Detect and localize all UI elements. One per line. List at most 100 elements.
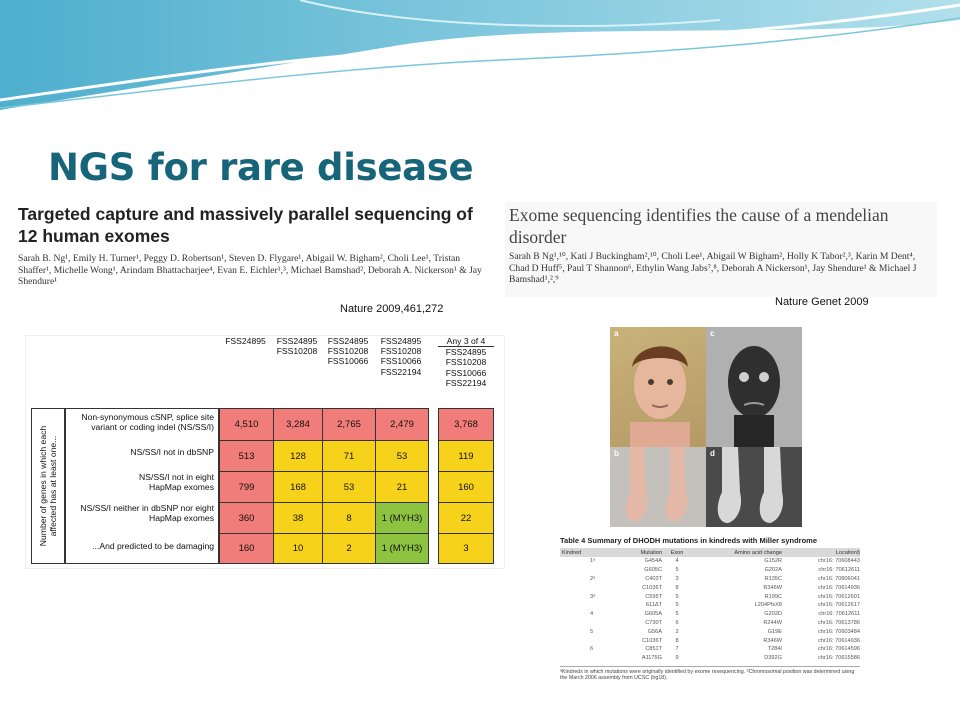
table-cell: chr16: 70603484 — [818, 628, 860, 635]
table-cell: 1ᵃ — [590, 558, 596, 565]
table-cell: G202D — [764, 611, 782, 618]
table-cell: 3 — [675, 575, 679, 582]
table-cell: R244W — [763, 619, 782, 626]
table-cell: C1036T — [642, 584, 662, 591]
table-cell: R346W — [763, 637, 782, 644]
table-cell: R135C — [764, 575, 782, 582]
table-cell: G454A — [644, 558, 662, 565]
patient-photos: a c b d — [610, 327, 802, 527]
row-label-2: NS/SS/I not in dbSNP — [130, 447, 214, 457]
table-cell: G605C — [644, 567, 662, 574]
col-header-any: Any 3 of 4 FSS24895 FSS10208 FSS10066 FSS22… — [438, 336, 494, 406]
table4-title: Table 4 Summary of DHODH mutations in ki… — [560, 536, 817, 545]
table-cell: 611ΔT — [645, 602, 662, 609]
table-cell: 3ᵃ — [590, 593, 596, 600]
photo-label-d: d — [710, 449, 715, 458]
table-cell: 4 — [675, 558, 679, 565]
t4-head-mutation: Mutation — [640, 549, 662, 556]
table-cell: C851T — [645, 646, 662, 653]
table-cell: chr16: 70613786 — [818, 619, 860, 626]
table-cell: 2,479 — [375, 408, 429, 441]
table4-footnote: ᵃKindreds in which mutations were origin… — [560, 665, 860, 682]
table-cell: 513 — [219, 440, 274, 472]
table-row: 6 C851T 7 T284I chr16: 70614596 — [560, 645, 860, 654]
table-cell: A1175G — [641, 655, 662, 662]
col-header-3: FSS24895 FSS10208 FSS10066 — [327, 336, 369, 367]
table-cell: C403T — [645, 575, 662, 582]
table-cell: chr16: 70615586 — [818, 655, 860, 662]
dhodh-mutation-table: Table 4 Summary of DHODH mutations in ki… — [560, 536, 860, 682]
table-cell: 53 — [322, 471, 376, 503]
paper-left-authors: Sarah B. Ng¹, Emily H. Turner¹, Peggy D.… — [18, 253, 482, 287]
t4-head-exon: Exon — [670, 549, 684, 556]
table-cell: 2 — [675, 628, 679, 635]
table-cell: 2 — [322, 533, 376, 564]
t4-head-location: Location§ — [835, 549, 860, 556]
table-cell: chr16: 70612601 — [818, 593, 860, 600]
table-cell: 5 — [675, 611, 679, 618]
face-illustration-c — [706, 327, 802, 447]
table-cell: 10 — [273, 533, 323, 564]
col-header-4: FSS24895 FSS10208 FSS10066 FSS22194 — [380, 336, 422, 377]
table-cell: C1036T — [642, 637, 662, 644]
feet-illustration-d — [717, 447, 784, 523]
table-row: A1175G 9 D392G chr16: 70615586 — [560, 654, 860, 663]
table-cell: 6 — [675, 619, 679, 626]
table-cell: chr16: 70612611 — [818, 567, 860, 574]
col-header-2: FSS24895 FSS10208 — [276, 336, 318, 357]
table-cell: 38 — [273, 502, 323, 534]
photo-a-face: a — [610, 327, 706, 447]
table-cell: G19E — [767, 628, 782, 635]
vertical-label-text: Number of genes in which each affected h… — [38, 425, 58, 547]
table-row: C730T 6 R244W chr16: 70613786 — [560, 619, 860, 628]
table-cell: chr16: 70612611 — [818, 611, 860, 618]
table-cell: 8 — [322, 502, 376, 534]
header-swoosh — [0, 0, 960, 110]
paper-left-header: Targeted capture and massively parallel … — [18, 203, 488, 288]
table-cell: 22 — [438, 502, 494, 534]
table-cell: 2,765 — [322, 408, 376, 441]
table-cell: 5 — [590, 628, 594, 635]
table-cell: 7 — [675, 646, 679, 653]
table-cell: chr16: 70612617 — [818, 602, 860, 609]
table-cell: R346W — [763, 584, 782, 591]
table-cell: 160 — [438, 471, 494, 503]
row-label-4: NS/SS/I neither in dbSNP nor eight HapMa… — [80, 503, 214, 523]
gene-filter-table: Number of genes in which each affected h… — [25, 335, 505, 569]
table-cell: 21 — [375, 471, 429, 503]
table-cell: 799 — [219, 471, 274, 503]
feet-illustration-b — [625, 447, 688, 522]
paper-left-title: Targeted capture and massively parallel … — [18, 204, 473, 246]
table-cell: G605A — [644, 611, 662, 618]
photo-d-feet: d — [706, 447, 802, 527]
table-cell: 119 — [438, 440, 494, 472]
table-cell: 5 — [675, 567, 679, 574]
table-cell: 4,510 — [219, 408, 274, 441]
table-row: 2ᵃ C403T 3 R135C chr16: 70606041 — [560, 575, 860, 584]
slide-title: NGS for rare disease — [48, 146, 474, 189]
table-cell: 9 — [675, 655, 679, 662]
photo-label-b: b — [614, 449, 619, 458]
table-cell: 71 — [322, 440, 376, 472]
t4-head-aa: Amino acid change — [734, 549, 782, 556]
table-row: C1036T 8 R346W chr16: 70614936 — [560, 583, 860, 592]
table-cell: 8 — [675, 584, 679, 591]
paper-right-authors: Sarah B Ng¹,¹⁰, Kati J Buckingham²,¹⁰, C… — [509, 251, 917, 285]
row-labels-box — [65, 408, 219, 564]
row-label-5: ...And predicted to be damaging — [92, 541, 214, 551]
table-cell: G202A — [764, 567, 782, 574]
table-cell: 1 (MYH3) — [375, 502, 429, 534]
table-cell: T284I — [767, 646, 782, 653]
table-cell: 8 — [675, 637, 679, 644]
photo-b-feet: b — [610, 447, 706, 527]
t4-head-kindred: Kindred — [562, 549, 582, 556]
table-cell: 5 — [675, 602, 679, 609]
table-cell: G56A — [647, 628, 662, 635]
table-cell: 128 — [273, 440, 323, 472]
table-row: C1036T 8 R346W chr16: 70614936 — [560, 636, 860, 645]
table-row: 5 G56A 2 G19E chr16: 70603484 — [560, 627, 860, 636]
table-cell: 160 — [219, 533, 274, 564]
table-cell: 360 — [219, 502, 274, 534]
row-label-3: NS/SS/I not in eight HapMap exomes — [139, 472, 214, 492]
col-header-1: FSS24895 — [225, 336, 266, 346]
